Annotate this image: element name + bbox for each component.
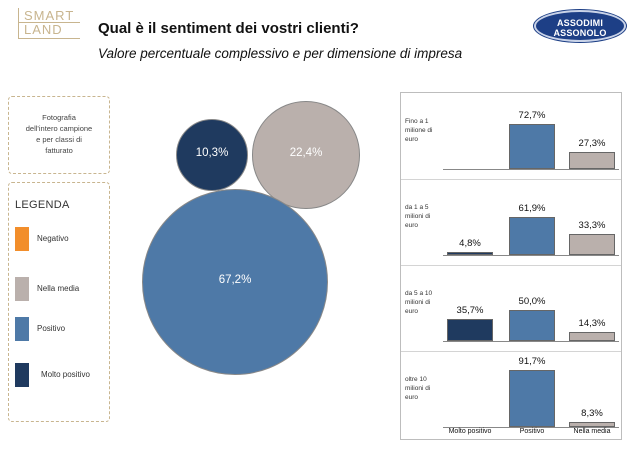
info-line: dell'intero campione [25, 124, 93, 133]
assodimi-logo-line1: ASSODIMI [556, 18, 604, 28]
legend: LEGENDA Negativo Nella media Positivo Mo… [8, 182, 110, 422]
row-label: da 1 a 5 [405, 204, 429, 211]
info-line: Fotografia [42, 113, 76, 122]
row-label: milioni di [405, 213, 431, 220]
bar-positivo [509, 310, 555, 341]
row-label: Fino a 1 [405, 118, 429, 125]
bar-nella-media [569, 234, 615, 255]
bar-value-label: 8,3% [581, 407, 603, 419]
legend-swatch-positivo [15, 317, 29, 341]
bar-chart-panel: Fino a 1 milione di euro 72,7% 27,3% da 1 a 5… [400, 92, 622, 440]
legend-label: Negativo [37, 234, 69, 243]
page-title: Qual è il sentiment dei vostri clienti? [98, 20, 359, 37]
bar-nella-media [569, 152, 615, 169]
smartland-logo-line2: LAND [24, 22, 63, 37]
legend-item-positivo: Positivo [15, 317, 109, 341]
row-baseline [443, 255, 619, 256]
row-label: oltre 10 [405, 376, 427, 383]
row-baseline [443, 427, 619, 428]
bar-positivo [509, 123, 555, 169]
row-separator [401, 179, 621, 180]
row-label: euro [405, 394, 419, 401]
bar-positivo [509, 216, 555, 255]
legend-title: LEGENDA [15, 199, 70, 211]
row-baseline [443, 341, 619, 342]
smartland-logo-line1: SMART [24, 8, 75, 23]
row-label: euro [405, 222, 419, 229]
x-axis-label: Molto positivo [448, 428, 492, 435]
bubble-nella-media [252, 101, 360, 209]
row-label: euro [405, 308, 419, 315]
x-axis-label: Positivo [519, 428, 545, 435]
assodimi-logo: ASSODIMI ASSONOLO [534, 10, 626, 42]
bar-value-label: 50,0% [518, 296, 546, 307]
row-label: da 5 a 10 [405, 290, 433, 297]
legend-label: Positivo [37, 324, 66, 333]
row-label: milione di [405, 127, 433, 134]
bar-molto-positivo [447, 318, 493, 341]
bubble-molto-positivo [175, 118, 249, 192]
legend-item-molto-positivo: Molto positivo [15, 363, 109, 387]
legend-swatch-negativo [15, 227, 29, 251]
bubble-value-label: 67,2% [218, 274, 252, 286]
bar-nella-media [569, 332, 615, 341]
bar-value-label: 91,7% [518, 356, 546, 368]
row-baseline [443, 169, 619, 170]
legend-label: Nella media [37, 284, 80, 293]
bubble-value-label: 22,4% [289, 147, 323, 159]
legend-item-nella-media: Nella media [15, 277, 109, 301]
info-box: Fotografia dell'intero campione e per cl… [8, 96, 110, 174]
row-separator [401, 351, 621, 352]
bubble-positivo [142, 189, 328, 375]
assodimi-logo-line2: ASSONOLO [553, 28, 607, 38]
bar-value-label: 33,3% [578, 220, 606, 232]
smartland-logo: SMART LAND [18, 8, 80, 40]
legend-swatch-nella-media [15, 277, 29, 301]
bubble-value-label: 10,3% [195, 147, 229, 159]
info-line: e per classi di [36, 135, 82, 144]
bar-value-label: 72,7% [518, 109, 546, 121]
bar-nella-media [569, 421, 615, 427]
row-separator [401, 265, 621, 266]
legend-swatch-molto-positivo [15, 363, 29, 387]
bar-value-label: 14,3% [578, 318, 606, 330]
legend-item-negativo: Negativo [15, 227, 109, 251]
bar-value-label: 61,9% [518, 202, 546, 214]
bar-molto-positivo [447, 252, 493, 255]
bar-positivo [509, 370, 555, 427]
bar-value-label: 4,8% [459, 238, 481, 250]
legend-label: Molto positivo [41, 370, 90, 379]
row-label: milioni di [405, 385, 431, 392]
bar-value-label: 27,3% [578, 138, 606, 150]
bar-value-label: 35,7% [456, 304, 484, 316]
x-axis-label: Nella media [573, 428, 611, 435]
info-line: fatturato [45, 146, 73, 155]
page-subtitle: Valore percentuale complessivo e per dim… [98, 46, 463, 61]
row-label: milioni di [405, 299, 431, 306]
row-label: euro [405, 136, 419, 143]
